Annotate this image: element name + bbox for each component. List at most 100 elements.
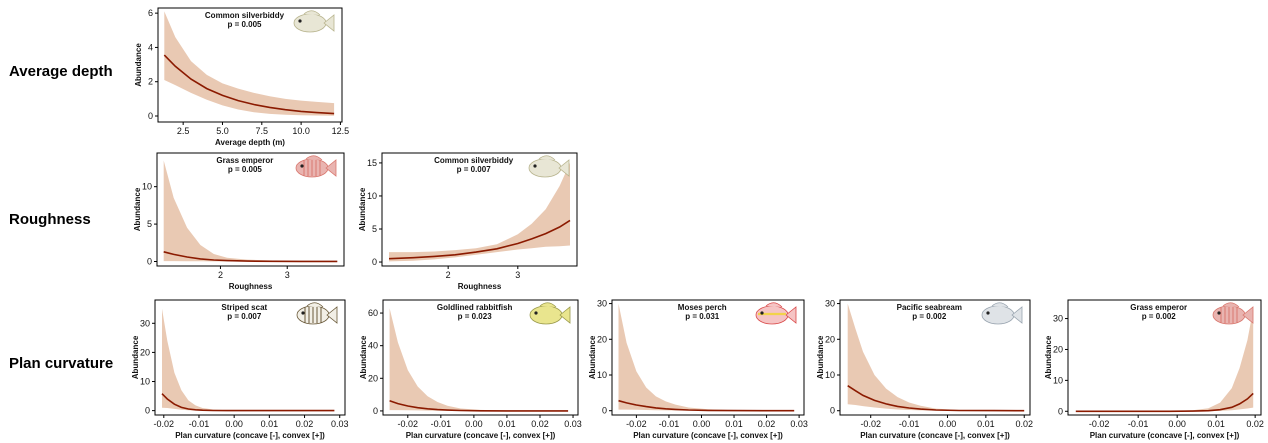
confidence-band xyxy=(162,308,335,411)
fish-tail xyxy=(1011,306,1023,324)
y-tick-label: 30 xyxy=(140,318,150,328)
chart-panel-4: -0.02 -0.01 0.00 0.01 0.02 0.03 0 10 20 30 Plan cu… xyxy=(131,299,348,440)
x-tick-label: -0.02 xyxy=(154,419,175,429)
striped-scat-fish-icon xyxy=(296,302,338,325)
confidence-band xyxy=(847,303,1025,411)
x-tick-label: 2 xyxy=(218,270,223,280)
fish-dorsal-fin xyxy=(539,302,557,308)
plot-frame xyxy=(381,152,578,267)
p-value-label: p = 0.031 xyxy=(685,312,720,321)
x-axis-label: Roughness xyxy=(229,282,273,291)
fish-eye xyxy=(300,164,304,168)
y-tick-label: 60 xyxy=(368,308,378,318)
x-tick-label: -0.01 xyxy=(899,419,920,429)
y-tick-label: 20 xyxy=(140,347,150,357)
p-value-label: p = 0.002 xyxy=(1142,312,1177,321)
y-tick-label: 30 xyxy=(825,299,835,309)
x-tick-label: 0.02 xyxy=(1246,419,1264,429)
grass-emperor-fish-icon xyxy=(1212,302,1254,325)
x-tick-label: 3 xyxy=(515,270,520,280)
x-tick-label: 0.00 xyxy=(465,419,483,429)
fish-tail xyxy=(559,306,571,324)
y-tick-label: 2 xyxy=(148,77,153,87)
species-title: Moses perch xyxy=(678,303,727,312)
x-axis-label: Plan curvature (concave [-], convex [+]) xyxy=(1090,431,1240,440)
confidence-band xyxy=(389,308,569,411)
species-title: Grass emperor xyxy=(1130,303,1187,312)
p-value-label: p = 0.005 xyxy=(227,20,262,29)
fish-dorsal-fin xyxy=(1222,302,1240,308)
y-tick-label: 30 xyxy=(1053,314,1063,324)
species-title: Pacific seabream xyxy=(897,303,962,312)
y-tick-label: 15 xyxy=(367,158,377,168)
y-tick-label: 20 xyxy=(597,334,607,344)
x-tick-label: 2 xyxy=(446,270,451,280)
x-tick-label: 0.02 xyxy=(758,419,776,429)
species-title: Goldlined rabbitfish xyxy=(437,303,513,312)
chart-panel-3: 2 3 0 5 10 15 Roughness Abundance Common silverb… xyxy=(358,152,578,291)
fish-tail xyxy=(323,14,335,32)
silverbiddy-fish-icon xyxy=(528,155,570,178)
p-value-label: p = 0.007 xyxy=(227,312,262,321)
x-tick-label: 0.02 xyxy=(531,419,549,429)
seabream-fish-icon xyxy=(981,302,1023,325)
x-tick-label: -0.01 xyxy=(1128,419,1149,429)
fish-body xyxy=(981,305,1015,325)
x-tick-label: 0.02 xyxy=(296,419,314,429)
species-title: Common silverbiddy xyxy=(205,11,285,20)
x-axis-label: Average depth (m) xyxy=(215,138,285,147)
x-tick-label: -0.02 xyxy=(626,419,647,429)
species-title: Grass emperor xyxy=(216,156,273,165)
fish-body xyxy=(528,158,562,178)
plot-frame xyxy=(154,299,346,416)
x-tick-label: 0.03 xyxy=(564,419,582,429)
rabbitfish-fish-icon xyxy=(529,302,571,325)
fish-eye xyxy=(301,311,305,315)
y-tick-label: 20 xyxy=(1053,344,1063,354)
x-tick-label: -0.02 xyxy=(398,419,419,429)
x-axis-label: Plan curvature (concave [-], convex [+]) xyxy=(633,431,783,440)
y-tick-label: 30 xyxy=(597,299,607,309)
y-tick-label: 0 xyxy=(602,406,607,416)
y-tick-label: 0 xyxy=(1058,406,1063,416)
plot-frame xyxy=(156,152,345,267)
row-label-plan-curvature: Plan curvature xyxy=(9,355,114,372)
confidence-band xyxy=(164,11,335,116)
fish-tail xyxy=(558,159,570,177)
x-tick-label: 0.03 xyxy=(790,419,808,429)
y-tick-label: 5 xyxy=(372,224,377,234)
x-tick-label: 12.5 xyxy=(332,126,350,136)
y-axis-label: Abundance xyxy=(816,335,825,379)
x-tick-label: 0.00 xyxy=(225,419,243,429)
y-tick-label: 6 xyxy=(148,8,153,18)
x-tick-label: -0.01 xyxy=(659,419,680,429)
confidence-band xyxy=(618,303,795,411)
x-tick-label: -0.02 xyxy=(1089,419,1110,429)
y-tick-label: 0 xyxy=(145,406,150,416)
x-tick-label: 0.00 xyxy=(693,419,711,429)
confidence-band xyxy=(1075,309,1254,412)
x-tick-label: 7.5 xyxy=(256,126,269,136)
x-tick-label: 0.01 xyxy=(1207,419,1225,429)
fish-body xyxy=(293,13,327,33)
y-axis-label: Abundance xyxy=(134,43,143,87)
y-axis-label: Abundance xyxy=(588,335,597,379)
x-tick-label: 5.0 xyxy=(216,126,229,136)
y-tick-label: 10 xyxy=(142,182,152,192)
x-tick-label: 0.00 xyxy=(1168,419,1186,429)
fitted-line xyxy=(163,54,335,115)
fish-eye xyxy=(1217,311,1221,315)
x-tick-label: 3 xyxy=(285,270,290,280)
confidence-band xyxy=(389,162,570,262)
row-label-average-depth: Average depth xyxy=(9,63,113,80)
fitted-line xyxy=(163,251,338,263)
fitted-line xyxy=(1075,392,1254,413)
row-label-roughness: Roughness xyxy=(9,211,91,228)
fish-eye xyxy=(533,164,537,168)
y-tick-label: 10 xyxy=(825,370,835,380)
y-axis-label: Abundance xyxy=(358,187,367,231)
x-tick-label: 2.5 xyxy=(177,126,190,136)
fitted-line xyxy=(389,400,569,412)
